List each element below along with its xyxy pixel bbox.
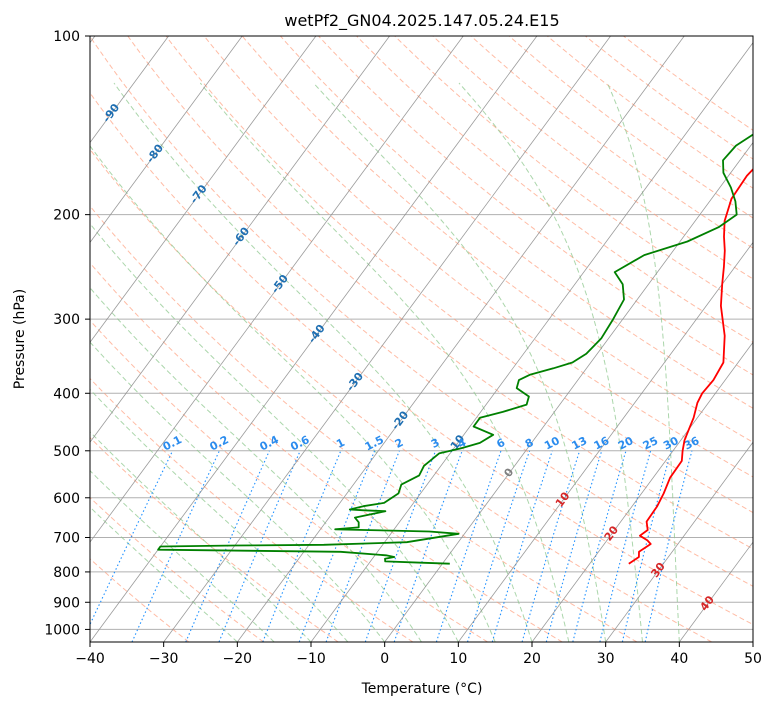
- mixing-ratio-label: 20: [616, 434, 636, 453]
- isotherm-line: [163, 36, 611, 642]
- isotherms: [90, 36, 753, 642]
- pressure-grid: [90, 36, 753, 630]
- moist-adiabat-line: [90, 341, 386, 642]
- mixing-ratio-label: 30: [661, 434, 681, 453]
- mixing-ratio-line: [325, 450, 400, 642]
- profile-series: [157, 133, 753, 565]
- chart-title: wetPf2_GN04.2025.147.05.24.E15: [284, 11, 559, 31]
- y-tick-label: 500: [53, 444, 80, 460]
- y-axis-ticks: 100 200 300 400 500 600 700 800 900 1000: [44, 29, 90, 638]
- mixing-ratio-line: [364, 450, 437, 642]
- y-tick-label: 400: [53, 386, 80, 402]
- mixing-ratio-label: 36: [682, 434, 702, 453]
- isotherm-line: [90, 36, 464, 543]
- y-tick-label: 900: [53, 595, 80, 611]
- x-tick-label: 50: [744, 651, 762, 667]
- dry-adiabat-line: [356, 36, 753, 343]
- dry-adiabat-line: [90, 205, 638, 642]
- x-tick-label: 30: [597, 651, 615, 667]
- dry-adiabat-line: [90, 92, 753, 626]
- isotherm-line: [605, 441, 753, 642]
- moist-adiabat-line: [90, 431, 312, 642]
- moist-adiabat-line: [90, 145, 496, 642]
- x-tick-label: 10: [449, 651, 467, 667]
- y-tick-label: 700: [53, 531, 80, 547]
- x-tick-label: −30: [149, 651, 179, 667]
- dry-adiabat-line: [318, 36, 753, 376]
- y-tick-label: 800: [53, 565, 80, 581]
- isotherm-line: [90, 36, 390, 443]
- dewpoint-profile-line: [157, 133, 753, 565]
- moist-adiabat-line: [458, 82, 643, 642]
- dry-adiabat-line: [241, 36, 753, 443]
- x-tick-label: −10: [296, 651, 326, 667]
- y-tick-label: 300: [53, 312, 80, 328]
- isotherm-line: [531, 341, 753, 642]
- dry-adiabat-line: [546, 36, 753, 189]
- mixing-ratio-label: 16: [592, 434, 612, 453]
- plot-frame: [89, 35, 754, 643]
- moist-adiabat-line: [90, 222, 459, 642]
- mixing-ratio-line: [298, 450, 376, 642]
- moist-adiabat-line: [199, 82, 570, 642]
- mixing-ratio-line: [435, 450, 502, 642]
- moist-adiabat-line: [606, 82, 680, 642]
- isotherm-line: [90, 36, 243, 244]
- mixing-ratio-line: [262, 450, 342, 642]
- isotherm-line: [384, 141, 753, 642]
- isotherm-line: [458, 241, 753, 642]
- dry-adiabat-line: [280, 36, 753, 409]
- x-tick-label: −20: [223, 651, 253, 667]
- mixing-ratio-line: [599, 450, 652, 642]
- isotherm-line: [90, 36, 169, 144]
- moist-adiabat-line: [90, 469, 275, 642]
- mixing-ratio-line: [545, 450, 603, 642]
- moist-adiabat-line: [113, 82, 533, 642]
- y-tick-label: 100: [53, 29, 80, 45]
- mixing-ratio-line: [521, 450, 581, 642]
- dry-adiabat-line: [470, 36, 753, 249]
- mixing-ratio-line: [572, 450, 627, 642]
- moist-adiabat-line: [90, 388, 349, 642]
- mixing-ratio-label: 10: [542, 434, 562, 453]
- x-axis-label: Temperature (°C): [361, 681, 483, 697]
- dry-adiabat-line: [90, 148, 712, 642]
- mixing-ratio-line: [185, 450, 270, 642]
- y-axis-label: Pressure (hPa): [12, 289, 28, 389]
- mixing-ratio-label: 13: [570, 434, 590, 453]
- y-tick-label: 600: [53, 491, 80, 507]
- temperature-profile-line: [628, 167, 753, 565]
- mixing-ratio-line: [466, 450, 531, 642]
- x-tick-label: 0: [380, 651, 389, 667]
- mixing-ratio-lines: [90, 450, 693, 642]
- plot-area: -100-90-80-70-60-50-40-30-20-100.10.20.4…: [90, 36, 753, 642]
- mixing-ratio-line: [491, 450, 553, 642]
- dry-adiabat-line: [394, 36, 753, 311]
- x-tick-label: −40: [75, 651, 105, 667]
- dry-adiabat-line: [90, 262, 563, 642]
- isotherm-line: [90, 36, 538, 642]
- y-tick-label: 1000: [44, 622, 80, 638]
- dry-adiabat-line: [165, 36, 753, 514]
- isotherm-line: [310, 42, 753, 642]
- isotherm-line: [90, 36, 317, 344]
- dry-adiabat-line: [203, 36, 753, 478]
- moist-adiabats: [90, 82, 680, 642]
- x-tick-label: 40: [670, 651, 688, 667]
- dry-adiabat-line: [90, 36, 753, 587]
- mixing-ratio-label: 25: [641, 434, 661, 453]
- mixing-ratio-line: [218, 450, 301, 642]
- dry-adiabat-line: [90, 496, 264, 642]
- mixing-ratio-line: [621, 450, 672, 642]
- x-tick-label: 20: [523, 651, 541, 667]
- x-axis-ticks: −40 −30 −20 −10 0 10 20 30 40 50: [75, 642, 762, 667]
- moist-adiabat-line: [90, 287, 422, 642]
- moist-adiabat-line: [313, 82, 607, 642]
- y-tick-label: 200: [53, 208, 80, 224]
- isotherm-line: [237, 36, 685, 642]
- dry-adiabat-line: [585, 36, 753, 160]
- dry-adiabat-line: [127, 36, 753, 550]
